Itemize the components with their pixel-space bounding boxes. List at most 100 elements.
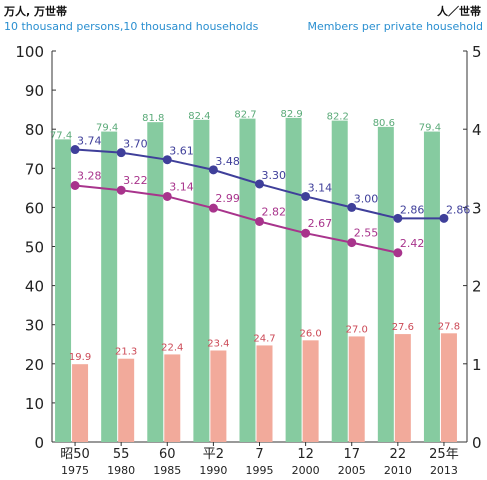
bar-pink-label: 24.7 — [253, 333, 275, 344]
x-tick-year-label: 1975 — [61, 464, 89, 477]
bar-green — [147, 122, 164, 443]
x-tick-label: 平2 — [203, 447, 224, 462]
bar-pink — [164, 354, 181, 442]
series-magenta-point-label: 3.28 — [77, 170, 102, 183]
left-y-tick-label: 30 — [25, 317, 44, 335]
x-tick-label: 55 — [113, 447, 130, 462]
right-axis-title: 人／世帯 — [437, 5, 481, 18]
bar-pink-label: 27.6 — [392, 322, 414, 333]
x-tick-year-label: 1995 — [246, 464, 274, 477]
bar-green-label: 79.4 — [419, 123, 441, 134]
bar-green-label: 80.6 — [373, 118, 395, 129]
series-blue-point-label: 3.48 — [215, 155, 240, 168]
x-tick-year-label: 2010 — [384, 464, 412, 477]
series-magenta-point-label: 2.42 — [400, 237, 425, 250]
bar-green-label: 77.4 — [50, 130, 72, 141]
bar-pink — [440, 333, 457, 442]
bar-pink-label: 27.8 — [438, 321, 460, 332]
right-axis-subtitle: Members per private household — [307, 20, 483, 33]
series-blue-point — [70, 145, 80, 155]
right-y-tick-label: 0 — [472, 434, 482, 452]
series-magenta-point — [162, 191, 172, 201]
x-tick-year-label: 2000 — [292, 464, 320, 477]
left-y-tick-label: 20 — [25, 356, 44, 374]
bar-green-label: 82.9 — [280, 109, 302, 120]
series-magenta-point-label: 3.22 — [123, 174, 147, 187]
bar-pink — [72, 364, 89, 442]
x-tick-label: 22 — [390, 447, 407, 462]
x-tick-label: 昭50 — [60, 447, 90, 462]
series-magenta-line — [74, 184, 399, 254]
series-blue-point-label: 2.86 — [446, 203, 471, 216]
bar-green — [331, 120, 348, 443]
series-magenta-point-label: 2.67 — [308, 217, 333, 230]
left-axis-subtitle: 10 thousand persons,10 thousand househol… — [4, 20, 259, 33]
series-magenta-point — [301, 228, 311, 238]
series-magenta-point — [70, 181, 80, 191]
series-blue-point-label: 3.70 — [123, 138, 147, 151]
series-blue-point — [301, 191, 311, 201]
series-magenta-point — [347, 238, 357, 248]
bar-pink-label: 27.0 — [346, 324, 368, 335]
left-y-tick-label: 70 — [25, 160, 44, 178]
series-magenta-point-label: 3.14 — [169, 180, 194, 193]
bar-green-label: 82.7 — [234, 110, 256, 121]
series-magenta-point — [116, 185, 126, 195]
x-tick-label: 25年 — [429, 447, 459, 462]
series-blue-point-label: 3.14 — [308, 181, 333, 194]
bar-green-label: 79.4 — [96, 123, 118, 134]
bar-pink — [118, 358, 135, 442]
right-y-tick-label: 3 — [472, 199, 482, 217]
x-tick-year-label: 1980 — [107, 464, 135, 477]
series-magenta-point — [208, 203, 218, 213]
x-tick-label: 12 — [297, 447, 314, 462]
bar-green — [101, 131, 118, 442]
right-y-tick-label: 4 — [472, 121, 482, 139]
series-magenta-point — [393, 248, 403, 258]
left-y-tick-label: 40 — [25, 278, 44, 296]
bar-green — [377, 126, 394, 442]
bar-pink — [348, 336, 365, 442]
x-tick-label: 17 — [343, 447, 360, 462]
bar-green — [193, 119, 210, 442]
bar-pink-label: 26.0 — [299, 328, 321, 339]
series-magenta-point-label: 2.82 — [262, 205, 287, 218]
bar-pink — [210, 350, 227, 442]
right-y-tick-label: 5 — [472, 43, 482, 61]
left-axis-title: 万人, 万世帯 — [4, 5, 68, 18]
bar-green — [285, 117, 302, 443]
series-blue-point — [208, 165, 218, 175]
bar-pink — [394, 334, 411, 442]
bar-pink-label: 23.4 — [207, 339, 229, 350]
x-tick-year-label: 2013 — [430, 464, 458, 477]
x-tick-year-label: 1990 — [199, 464, 227, 477]
bar-green — [239, 118, 256, 442]
series-blue-point-label: 3.00 — [354, 192, 379, 205]
series-blue-point — [393, 213, 403, 223]
left-y-tick-label: 50 — [25, 239, 44, 257]
bar-green — [55, 139, 72, 442]
left-y-tick-label: 60 — [25, 199, 44, 217]
bar-pink — [256, 345, 273, 442]
bar-pink-label: 22.4 — [161, 342, 183, 353]
right-y-tick-label: 1 — [472, 356, 482, 374]
series-blue-point — [255, 179, 264, 189]
x-tick-label: 7 — [255, 447, 263, 462]
series-blue-point-label: 3.61 — [169, 145, 194, 158]
bar-pink-label: 19.9 — [69, 352, 91, 363]
series-blue-point-label: 3.30 — [262, 169, 287, 182]
bar-green-label: 82.4 — [188, 111, 210, 122]
left-y-tick-label: 80 — [25, 121, 44, 139]
right-y-tick-label: 2 — [472, 278, 482, 296]
bar-green-label: 81.8 — [142, 113, 164, 124]
x-tick-year-label: 1985 — [153, 464, 181, 477]
series-blue-point-label: 3.74 — [77, 135, 102, 148]
series-blue-point — [162, 155, 172, 165]
bar-pink-label: 21.3 — [115, 347, 137, 358]
series-magenta-point-label: 2.55 — [354, 227, 379, 240]
series-blue-point — [439, 213, 449, 223]
left-y-tick-label: 90 — [25, 82, 44, 100]
left-y-tick-label: 100 — [15, 43, 44, 61]
series-magenta-point-label: 2.99 — [215, 192, 240, 205]
